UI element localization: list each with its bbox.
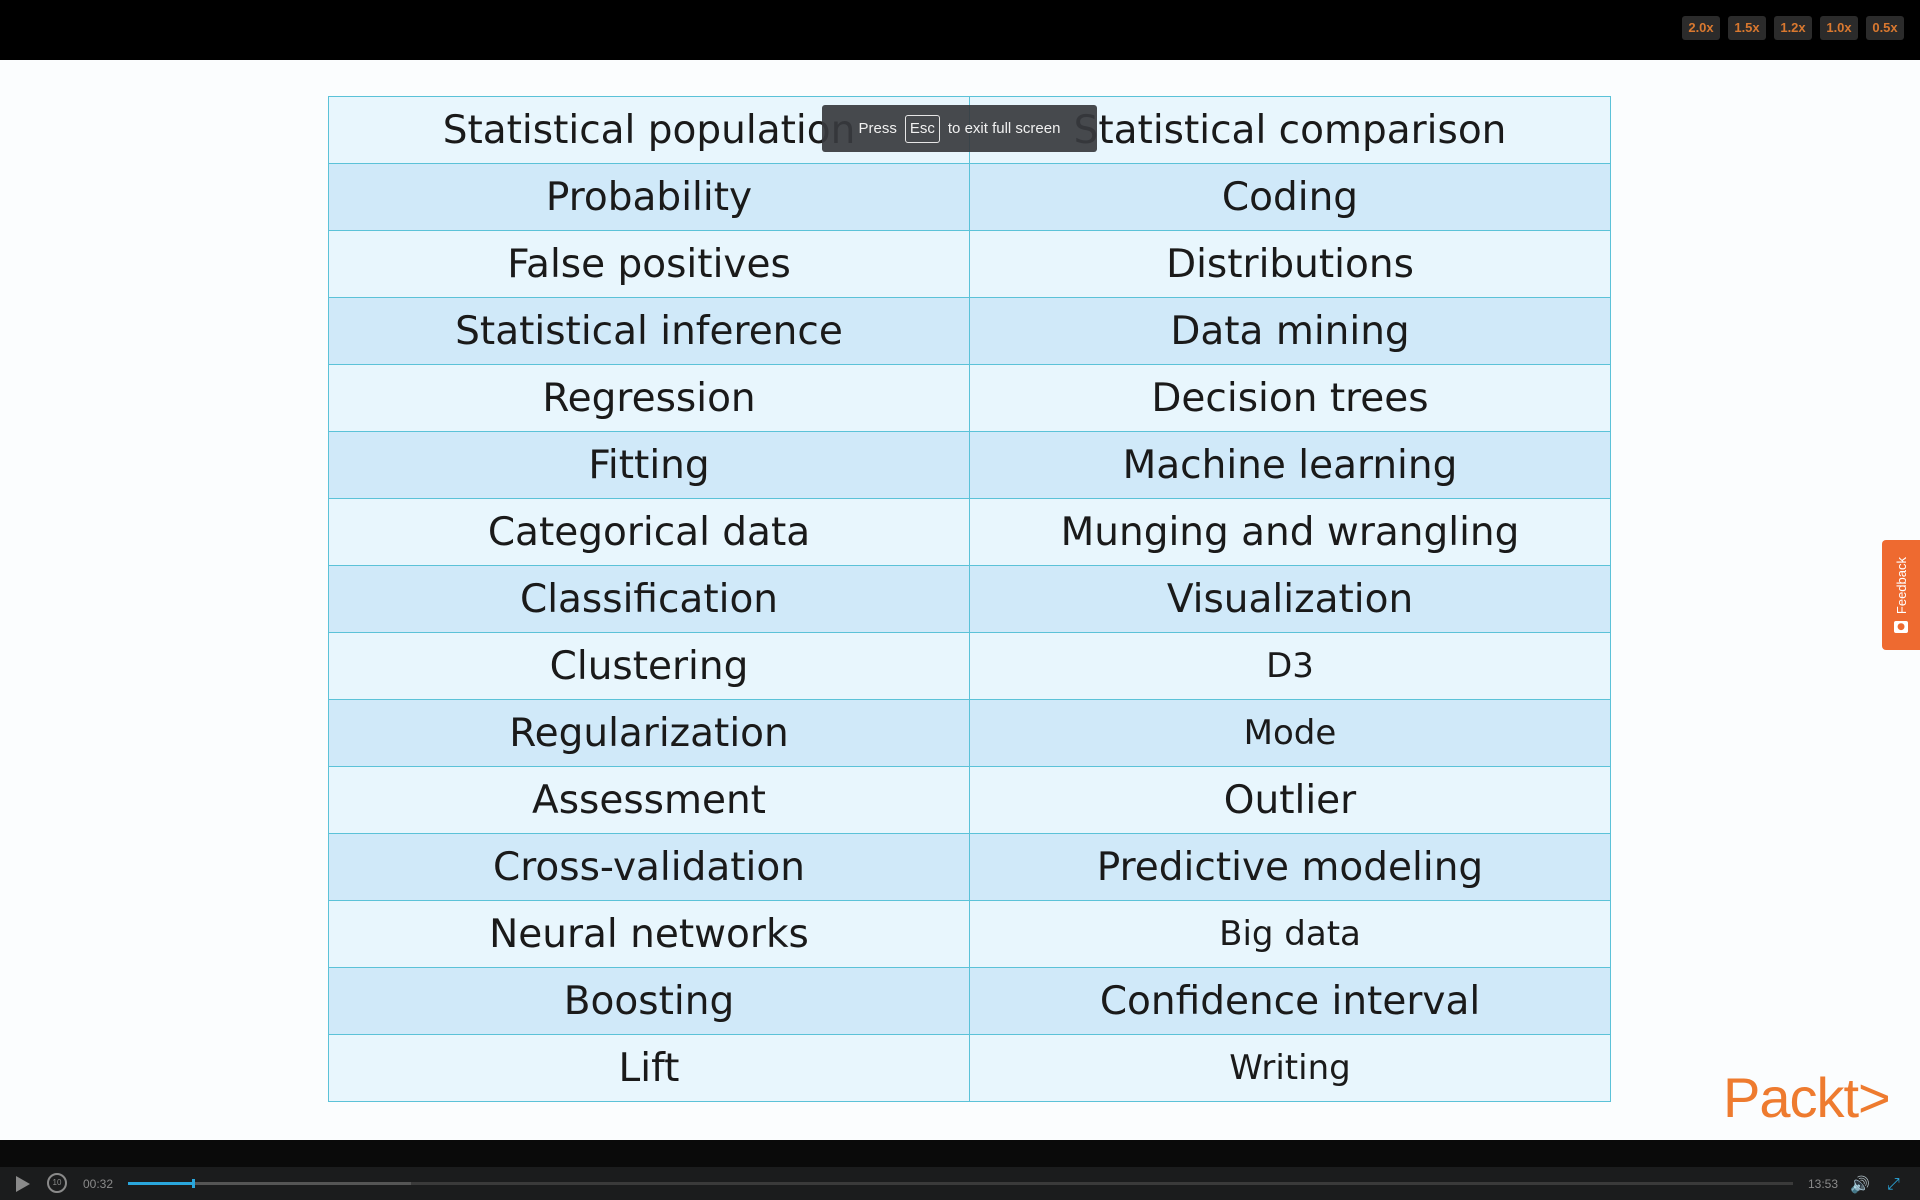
table-row: Regularization Mode [328,699,1611,767]
table-cell: D3 [969,632,1611,700]
progress-thumb[interactable] [191,1179,195,1188]
speed-0-5x-button[interactable]: 0.5x [1866,16,1904,40]
speed-1-2x-button[interactable]: 1.2x [1774,16,1812,40]
esc-key-badge: Esc [904,114,940,143]
current-time: 00:32 [83,1177,114,1191]
rewind-10-icon[interactable]: 10 [47,1173,67,1193]
table-row: Boosting Confidence interval [328,967,1611,1035]
table-cell: Outlier [969,766,1611,834]
table-cell: Statistical inference [328,297,970,365]
table-cell: Munging and wrangling [969,498,1611,566]
table-row: Categorical data Munging and wrangling [328,498,1611,566]
table-cell: Categorical data [328,498,970,566]
table-cell: Classification [328,565,970,633]
speed-1-5x-button[interactable]: 1.5x [1728,16,1766,40]
notice-text-after: to exit full screen [947,120,1061,137]
table-cell: Lift [328,1034,970,1102]
chat-bubble-icon: ● [1894,620,1908,633]
exit-fullscreen-icon[interactable]: ⤢ [1887,1174,1900,1193]
table-cell: Data mining [969,297,1611,365]
terms-table: Statistical population Statistical compa… [328,96,1611,1102]
video-slide[interactable]: Press Esc to exit full screen Statistica… [0,60,1920,1140]
table-cell: Cross-validation [328,833,970,901]
progress-buffer [128,1182,412,1185]
table-cell: Clustering [328,632,970,700]
fullscreen-exit-notice: Press Esc to exit full screen [822,105,1097,152]
table-row: Probability Coding [328,163,1611,231]
table-cell: Regression [328,364,970,432]
table-row: False positives Distributions [328,230,1611,298]
table-cell: Coding [969,163,1611,231]
table-cell: Visualization [969,565,1611,633]
table-row: Classification Visualization [328,565,1611,633]
table-cell: Boosting [328,967,970,1035]
table-row: Fitting Machine learning [328,431,1611,499]
table-cell: Decision trees [969,364,1611,432]
table-row: Statistical population Statistical compa… [328,96,1611,164]
notice-text-before: Press [858,120,897,137]
table-cell: Big data [969,900,1611,968]
table-cell: Assessment [328,766,970,834]
table-row: Cross-validation Predictive modeling [328,833,1611,901]
player-control-bar: 10 00:32 13:53 🔊 ⤢ [0,1140,1920,1200]
playback-speed-group: 2.0x 1.5x 1.2x 1.0x 0.5x [1682,16,1904,40]
table-cell: Mode [969,699,1611,767]
table-cell: Neural networks [328,900,970,968]
player-top-bar: 2.0x 1.5x 1.2x 1.0x 0.5x [0,0,1920,60]
speed-2-0x-button[interactable]: 2.0x [1682,16,1720,40]
volume-icon[interactable]: 🔊 [1850,1175,1870,1194]
table-cell: Machine learning [969,431,1611,499]
table-row: Lift Writing [328,1034,1611,1102]
progress-bar[interactable] [128,1179,1793,1188]
table-row: Clustering D3 [328,632,1611,700]
table-cell: False positives [328,230,970,298]
table-row: Neural networks Big data [328,900,1611,968]
play-icon[interactable] [16,1176,30,1192]
table-cell: Fitting [328,431,970,499]
table-cell: Confidence interval [969,967,1611,1035]
table-cell: Predictive modeling [969,833,1611,901]
packt-logo: Packt> [1723,1066,1891,1129]
feedback-tab[interactable]: Feedback ● [1882,540,1920,650]
table-cell: Writing [969,1034,1611,1102]
total-duration: 13:53 [1808,1177,1839,1191]
feedback-label: Feedback [1893,557,1909,615]
table-cell: Regularization [328,699,970,767]
progress-fill [128,1182,193,1185]
speed-1-0x-button[interactable]: 1.0x [1820,16,1858,40]
table-row: Assessment Outlier [328,766,1611,834]
table-cell: Distributions [969,230,1611,298]
table-row: Regression Decision trees [328,364,1611,432]
table-cell: Probability [328,163,970,231]
table-row: Statistical inference Data mining [328,297,1611,365]
